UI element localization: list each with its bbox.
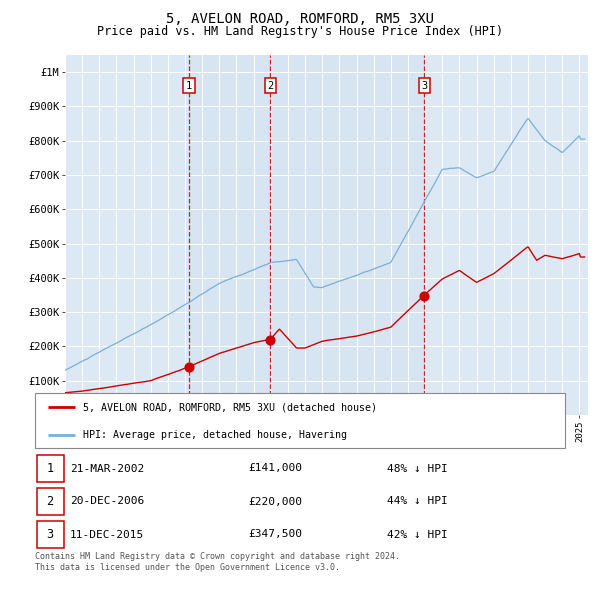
- Point: [419, 291, 429, 300]
- Point: [184, 362, 194, 371]
- Text: 11-DEC-2015: 11-DEC-2015: [70, 529, 144, 539]
- FancyBboxPatch shape: [37, 455, 64, 483]
- Text: 5, AVELON ROAD, ROMFORD, RM5 3XU (detached house): 5, AVELON ROAD, ROMFORD, RM5 3XU (detach…: [83, 402, 377, 412]
- Text: 5, AVELON ROAD, ROMFORD, RM5 3XU: 5, AVELON ROAD, ROMFORD, RM5 3XU: [166, 12, 434, 26]
- Text: £141,000: £141,000: [248, 464, 302, 474]
- Text: 2: 2: [267, 81, 274, 91]
- FancyBboxPatch shape: [35, 393, 565, 448]
- Text: HPI: Average price, detached house, Havering: HPI: Average price, detached house, Have…: [83, 430, 347, 440]
- Text: £347,500: £347,500: [248, 529, 302, 539]
- Point: [265, 335, 275, 345]
- Text: 42% ↓ HPI: 42% ↓ HPI: [387, 529, 448, 539]
- Text: 48% ↓ HPI: 48% ↓ HPI: [387, 464, 448, 474]
- Bar: [270, 55, 424, 415]
- Text: Price paid vs. HM Land Registry's House Price Index (HPI): Price paid vs. HM Land Registry's House …: [97, 25, 503, 38]
- Text: 3: 3: [421, 81, 427, 91]
- Text: 3: 3: [46, 528, 53, 541]
- Text: Contains HM Land Registry data © Crown copyright and database right 2024.: Contains HM Land Registry data © Crown c…: [35, 552, 400, 561]
- Text: 1: 1: [46, 462, 53, 475]
- Text: 21-MAR-2002: 21-MAR-2002: [70, 464, 144, 474]
- Text: This data is licensed under the Open Government Licence v3.0.: This data is licensed under the Open Gov…: [35, 563, 340, 572]
- Text: 44% ↓ HPI: 44% ↓ HPI: [387, 497, 448, 506]
- Text: 2: 2: [46, 495, 53, 508]
- Bar: [189, 55, 270, 415]
- FancyBboxPatch shape: [37, 520, 64, 548]
- Text: £220,000: £220,000: [248, 497, 302, 506]
- Text: 20-DEC-2006: 20-DEC-2006: [70, 497, 144, 506]
- Text: 1: 1: [185, 81, 192, 91]
- FancyBboxPatch shape: [37, 488, 64, 515]
